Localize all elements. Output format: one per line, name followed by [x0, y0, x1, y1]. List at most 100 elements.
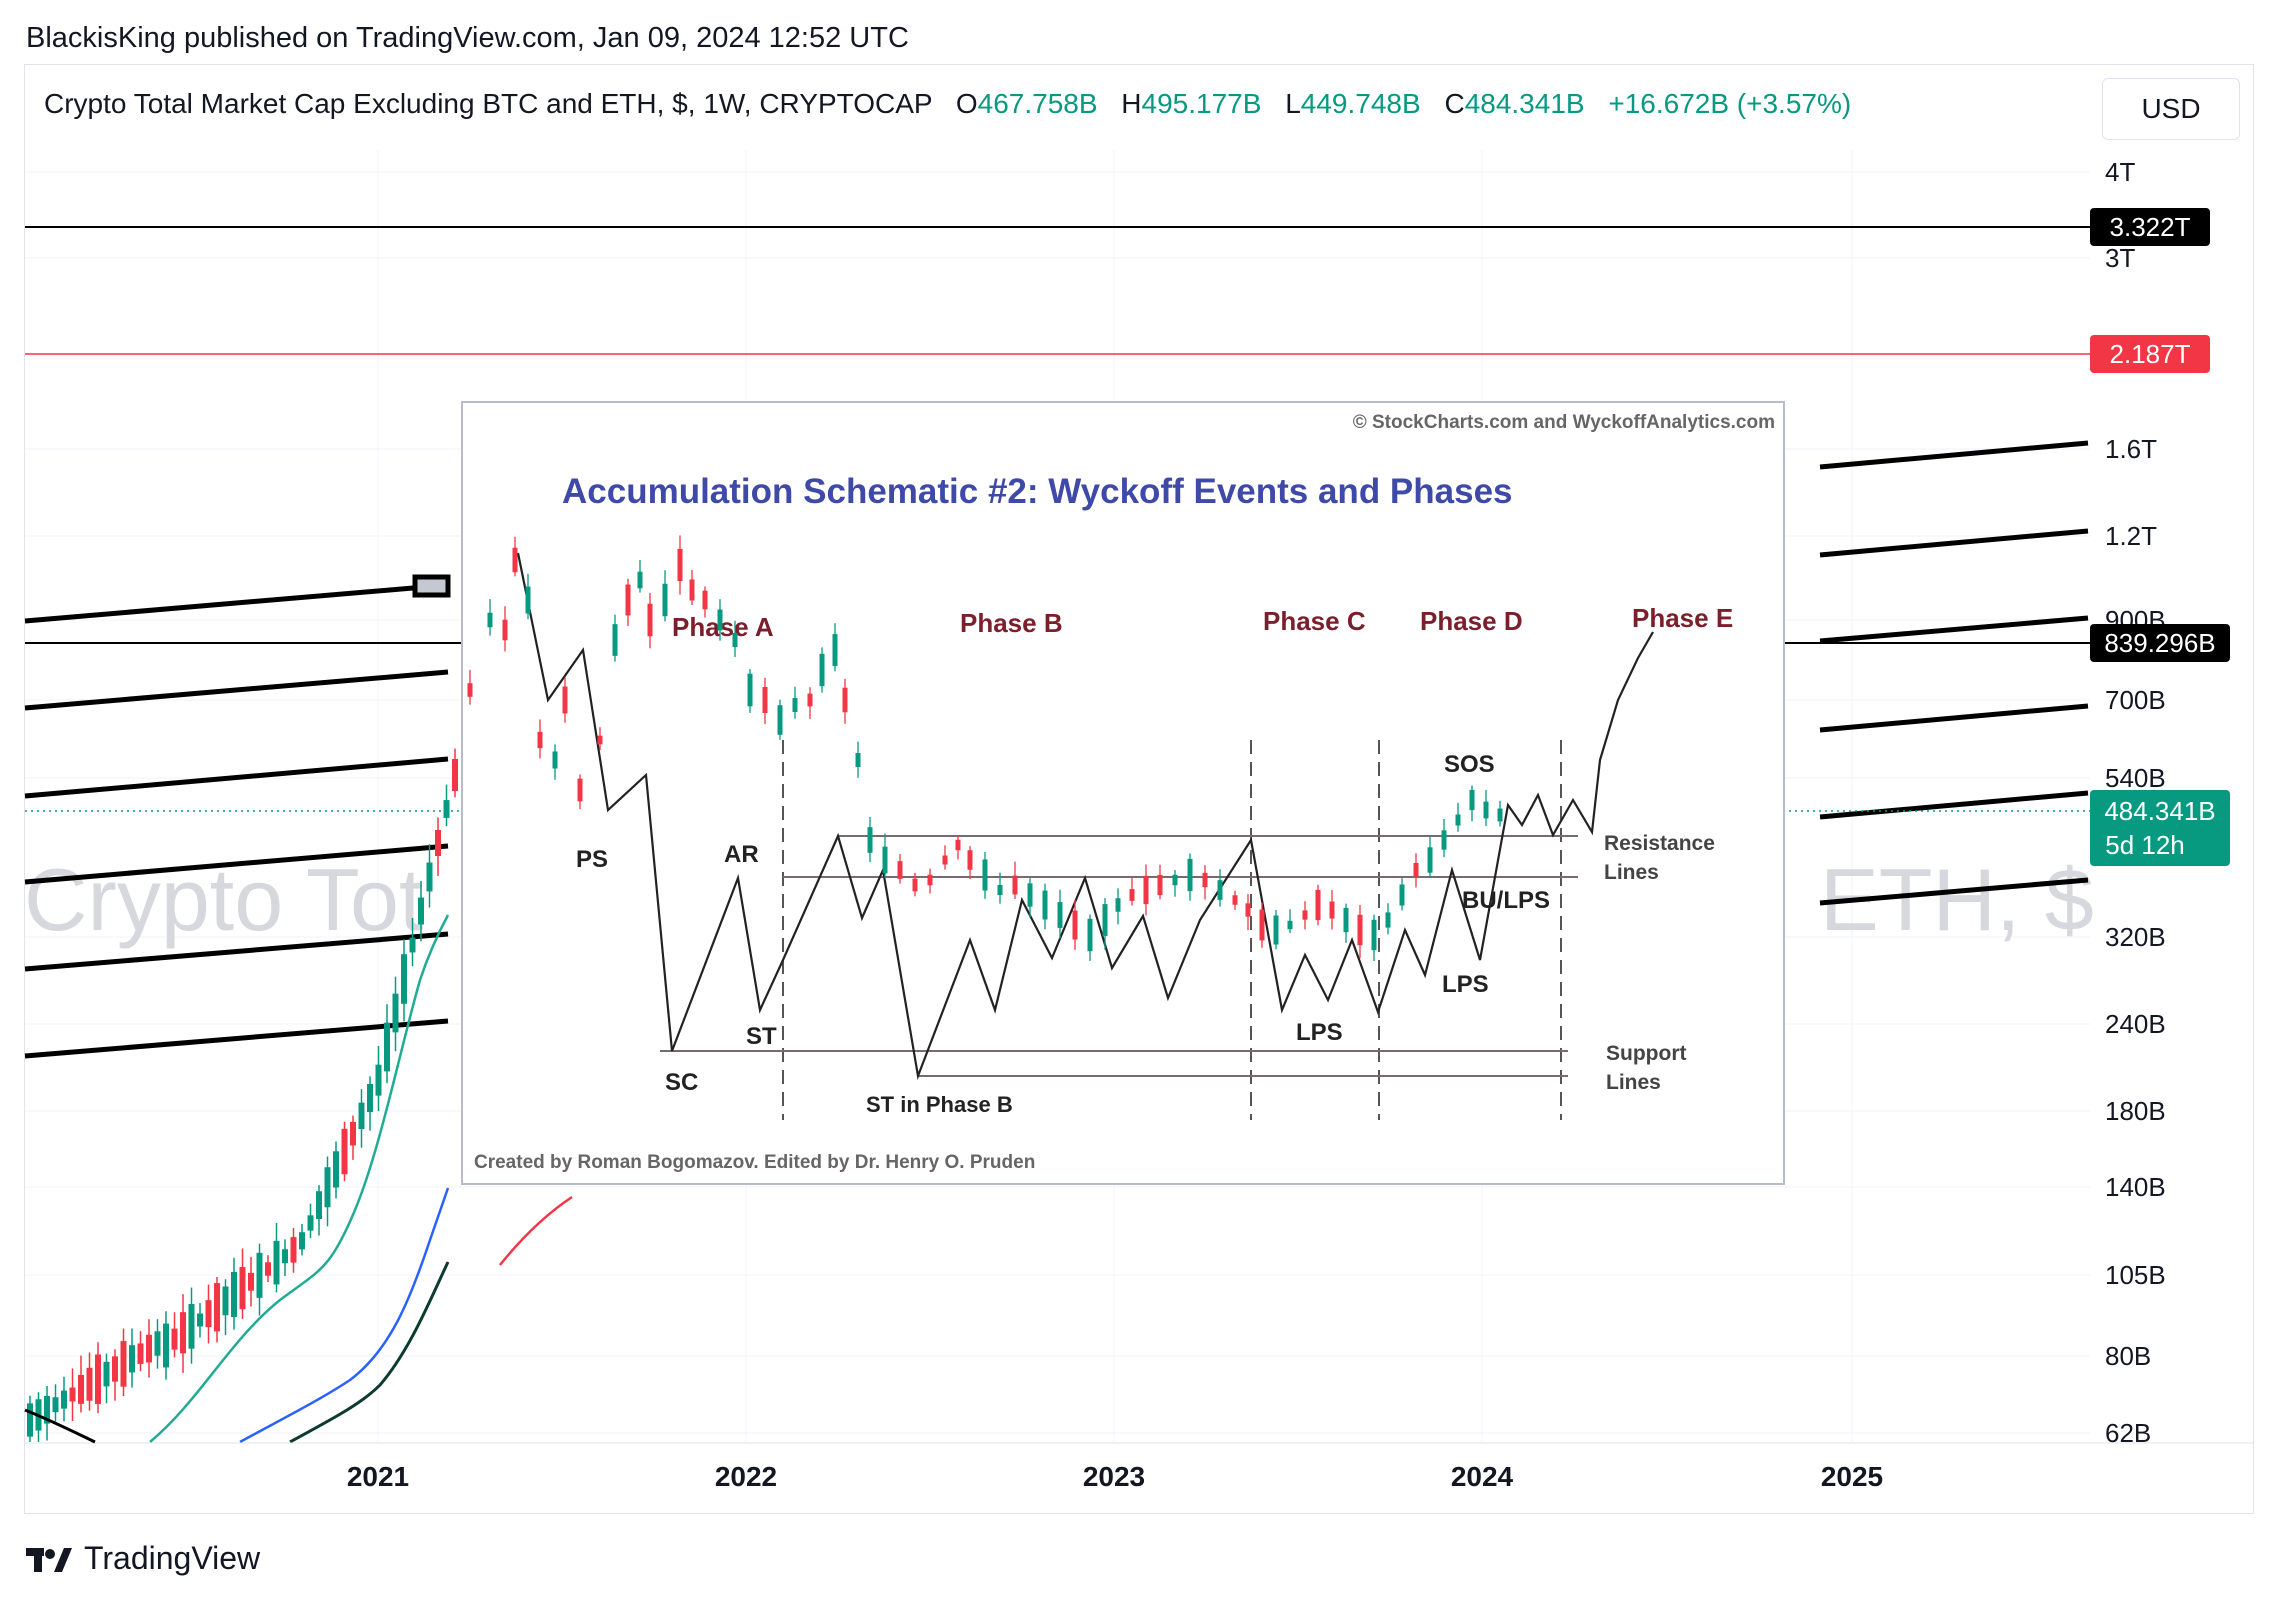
- candle-body: [341, 1128, 348, 1175]
- event-lps-1: LPS: [1296, 1019, 1343, 1046]
- candle-body: [69, 1387, 76, 1402]
- inset-candle-body: [1129, 889, 1135, 901]
- inset-credit: Created by Roman Bogomazov. Edited by Dr…: [474, 1152, 1035, 1173]
- candle-body: [188, 1304, 195, 1349]
- inset-candle-body: [807, 693, 813, 707]
- trend-line: [24, 1018, 449, 1059]
- trend-lines: [24, 440, 2089, 1059]
- price-tag-2187: 2.187T: [2090, 335, 2210, 373]
- candle-body: [324, 1167, 331, 1208]
- candle-body: [384, 1022, 390, 1072]
- event-ps: PS: [576, 846, 608, 873]
- y-tick-label: 80B: [2105, 1341, 2151, 1371]
- open-value: 467.758B: [977, 88, 1098, 119]
- candle-body: [205, 1300, 212, 1328]
- inset-candle-body: [625, 584, 631, 616]
- trend-line: [1819, 528, 2089, 558]
- price-tag-3322: 3.322T: [2090, 208, 2210, 246]
- candle-body: [214, 1283, 220, 1332]
- resistance-label-1: Resistance: [1604, 832, 1715, 855]
- inset-candle-body: [1057, 902, 1063, 928]
- candle-body: [137, 1343, 144, 1364]
- candle-body: [282, 1249, 288, 1264]
- moving-average-blue: [239, 1187, 450, 1444]
- candle-body: [52, 1397, 59, 1413]
- trend-line: [24, 756, 449, 799]
- y-tick-label: 4T: [2105, 157, 2135, 187]
- inset-candle-body: [577, 778, 583, 802]
- svg-text:3.322T: 3.322T: [2110, 212, 2191, 242]
- time-axis[interactable]: 2021 2022 2023 2024 2025: [347, 1461, 1883, 1492]
- candle-body: [86, 1367, 93, 1401]
- high-value: 495.177B: [1141, 88, 1262, 119]
- candle-body: [248, 1272, 254, 1291]
- inset-candle-body: [1012, 875, 1018, 895]
- currency-button[interactable]: USD: [2102, 78, 2240, 140]
- chart-frame[interactable]: [24, 64, 2254, 1514]
- symbol-name: Crypto Total Market Cap Excluding BTC an…: [44, 88, 933, 119]
- inset-candle-body: [1172, 874, 1178, 886]
- inset-candle-body: [1441, 830, 1447, 850]
- trend-line: [1819, 615, 2089, 644]
- x-tick-label: 2025: [1821, 1461, 1883, 1492]
- footer[interactable]: TradingView: [26, 1540, 260, 1577]
- svg-text:2.187T: 2.187T: [2110, 339, 2191, 369]
- inset-candle-body: [1455, 814, 1461, 826]
- phase-dividers: [782, 740, 1562, 1120]
- inset-candle-body: [762, 687, 768, 713]
- support-label-1: Support: [1606, 1042, 1686, 1065]
- inset-candle-body: [1483, 801, 1489, 819]
- candle-body: [307, 1215, 314, 1231]
- inset-candle-body: [732, 632, 738, 648]
- candle-body: [239, 1267, 246, 1310]
- inset-candle-body: [967, 850, 973, 870]
- wyckoff-schematic-inset: © StockCharts.com and WyckoffAnalytics.c…: [461, 401, 1785, 1185]
- y-tick-label: 3T: [2105, 243, 2135, 273]
- inset-candle-body: [1232, 895, 1238, 905]
- inset-candle-body: [537, 731, 543, 749]
- schematic-candles: [467, 535, 1503, 962]
- symbol-legend[interactable]: Crypto Total Market Cap Excluding BTC an…: [44, 88, 1851, 120]
- inset-candle-body: [1357, 914, 1363, 946]
- inset-candle-body: [855, 753, 861, 767]
- inset-candle-body: [1102, 904, 1108, 936]
- inset-candle-body: [792, 698, 798, 712]
- inset-candle-body: [1427, 847, 1433, 873]
- moving-average-black: [24, 1408, 96, 1444]
- inset-candle-body: [897, 861, 903, 879]
- candle-body: [231, 1271, 237, 1318]
- inset-candle-body: [1245, 903, 1251, 917]
- inset-copyright: © StockCharts.com and WyckoffAnalytics.c…: [1353, 412, 1775, 433]
- candle-body: [112, 1356, 118, 1382]
- high-label: H: [1121, 88, 1142, 119]
- inset-candle-body: [1302, 910, 1308, 920]
- inset-candle-body: [747, 673, 753, 707]
- phase-a-label: Phase A: [672, 612, 774, 642]
- trend-line: [24, 582, 449, 624]
- candle-body: [290, 1237, 297, 1263]
- inset-candle-body: [512, 547, 518, 573]
- y-tick-label: 240B: [2105, 1009, 2166, 1039]
- inset-candle-body: [1143, 875, 1149, 905]
- drawing-handle: [412, 574, 451, 598]
- price-axis[interactable]: 4T3T1.6T1.2T900B700B540B320B240B180B140B…: [2105, 157, 2166, 1448]
- inset-candle-body: [1187, 858, 1193, 892]
- x-tick-label: 2023: [1083, 1461, 1145, 1492]
- candle-body: [44, 1395, 50, 1424]
- event-lps-2: LPS: [1442, 971, 1489, 998]
- inset-candle-body: [1042, 890, 1048, 920]
- candle-body: [197, 1313, 203, 1327]
- trend-line: [1819, 790, 2089, 820]
- inset-candle-body: [1371, 919, 1377, 951]
- candle-body: [452, 758, 458, 792]
- inset-candle-body: [689, 579, 695, 601]
- inset-candle-body: [955, 839, 961, 851]
- svg-text:839.296B: 839.296B: [2104, 628, 2215, 658]
- candle-body: [443, 800, 450, 818]
- y-tick-label: 1.2T: [2105, 521, 2157, 551]
- inset-candle-body: [525, 586, 531, 614]
- candle-body: [358, 1102, 365, 1130]
- inset-candle-body: [942, 855, 948, 865]
- candle-body: [146, 1334, 152, 1363]
